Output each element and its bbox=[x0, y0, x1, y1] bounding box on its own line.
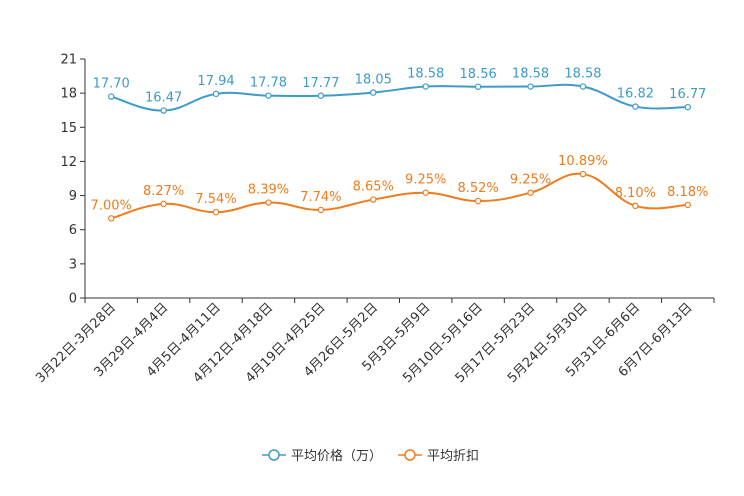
series-line bbox=[110, 172, 688, 220]
data-point bbox=[212, 208, 220, 216]
data-point bbox=[370, 196, 377, 203]
legend-label: 平均价格（万） bbox=[291, 448, 382, 464]
legend-item-2[interactable]: 平均折扣 bbox=[398, 449, 479, 464]
data-label: 17.70 bbox=[93, 77, 130, 92]
data-point bbox=[527, 83, 534, 90]
data-point bbox=[317, 92, 325, 99]
data-point bbox=[632, 202, 639, 210]
y-tick-label: 9 bbox=[69, 189, 77, 204]
y-tick-label: 0 bbox=[69, 292, 77, 307]
data-point bbox=[160, 107, 167, 114]
data-label: 7.74% bbox=[300, 190, 341, 205]
data-label: 17.78 bbox=[250, 76, 287, 91]
data-label: 16.47 bbox=[145, 91, 182, 106]
data-point bbox=[632, 103, 639, 110]
legend-marker bbox=[404, 449, 416, 461]
data-label: 17.77 bbox=[302, 76, 339, 91]
data-label: 18.58 bbox=[407, 67, 444, 82]
data-label: 8.10% bbox=[615, 186, 656, 201]
y-tick-label: 3 bbox=[69, 257, 77, 272]
data-label: 8.18% bbox=[667, 185, 708, 200]
data-point bbox=[474, 83, 482, 90]
data-label: 18.05 bbox=[355, 73, 392, 88]
series-1: 17.70 16.47 17.94 17.78 17.77 18.05 18.58 18.56… bbox=[93, 67, 706, 114]
data-label: 18.58 bbox=[564, 67, 601, 82]
data-point bbox=[579, 170, 587, 178]
x-axis-ticks: 3月22日-3月28日3月29日-4月4日4月5日-4月11日4月12日-4月1… bbox=[33, 298, 715, 386]
data-point bbox=[265, 199, 272, 206]
legend-item-1[interactable]: 平均价格（万） bbox=[262, 448, 382, 464]
data-label: 16.77 bbox=[669, 87, 706, 102]
data-label: 9.25% bbox=[405, 173, 446, 188]
data-point bbox=[108, 93, 115, 100]
data-point bbox=[317, 206, 325, 214]
data-label: 8.39% bbox=[248, 183, 289, 198]
data-point bbox=[160, 200, 167, 208]
data-point bbox=[684, 201, 691, 209]
data-label: 7.54% bbox=[195, 192, 236, 207]
series-line bbox=[110, 83, 688, 112]
y-tick-label: 15 bbox=[60, 121, 77, 136]
data-label: 7.00% bbox=[91, 198, 132, 213]
y-tick-label: 18 bbox=[60, 87, 77, 102]
data-point bbox=[527, 189, 534, 196]
data-point bbox=[370, 89, 377, 96]
series-2: 7.00% 8.27% 7.54% 8.39% 7.74% 8.65% 9.25% 8.52%… bbox=[91, 154, 708, 222]
data-point bbox=[474, 197, 482, 205]
legend-label: 平均折扣 bbox=[427, 449, 479, 464]
data-point bbox=[212, 90, 220, 98]
data-label: 16.82 bbox=[617, 87, 654, 102]
data-label: 8.65% bbox=[353, 180, 394, 195]
data-point bbox=[684, 103, 691, 111]
legend[interactable]: 平均价格（万） 平均折扣 bbox=[262, 448, 479, 464]
data-point bbox=[108, 215, 115, 222]
y-axis-ticks: 0 3 6 9 12 15 18 21 bbox=[60, 53, 85, 307]
y-tick-label: 12 bbox=[60, 155, 77, 170]
data-label: 18.58 bbox=[512, 67, 549, 82]
data-point bbox=[579, 83, 587, 90]
y-tick-label: 6 bbox=[69, 223, 77, 238]
data-label: 8.27% bbox=[143, 184, 184, 199]
data-point bbox=[422, 189, 429, 196]
data-label: 8.52% bbox=[457, 181, 498, 196]
data-point bbox=[265, 92, 272, 99]
legend-marker bbox=[268, 449, 280, 461]
data-point bbox=[422, 83, 429, 90]
data-label: 18.56 bbox=[460, 67, 497, 82]
data-label: 10.89% bbox=[558, 154, 608, 169]
series-group: 17.70 16.47 17.94 17.78 17.77 18.05 18.58 18.56… bbox=[91, 67, 708, 222]
data-label: 17.94 bbox=[197, 74, 234, 89]
data-label: 9.25% bbox=[510, 173, 551, 188]
y-tick-label: 21 bbox=[60, 53, 77, 68]
